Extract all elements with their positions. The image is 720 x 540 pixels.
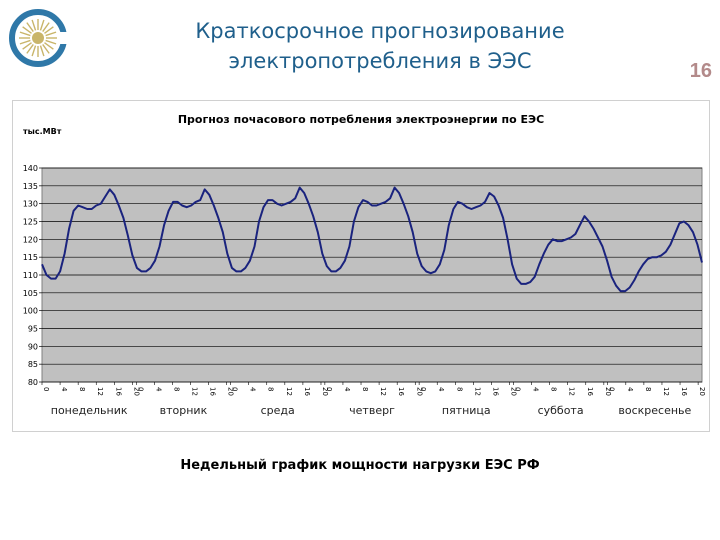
y-tick-label: 140 — [23, 164, 38, 173]
x-tick-label: 20 — [132, 387, 140, 396]
x-tick-label: 8 — [550, 387, 558, 391]
x-tick-label: 20 — [321, 387, 329, 396]
day-label: четверг — [349, 404, 395, 417]
y-tick-label: 120 — [23, 235, 38, 244]
y-axis-unit-label: тыс.МВт — [23, 127, 62, 136]
x-tick-label: 20 — [698, 387, 706, 396]
x-tick-label: 12 — [285, 387, 293, 396]
day-label: понедельник — [51, 404, 128, 417]
day-label: вторник — [160, 404, 208, 417]
y-tick-label: 95 — [28, 325, 38, 334]
x-tick-label: 8 — [361, 387, 369, 391]
x-tick-label: 16 — [680, 387, 688, 396]
y-tick-label: 100 — [23, 307, 38, 316]
y-tick-label: 105 — [23, 289, 38, 298]
x-tick-label: 4 — [532, 387, 540, 392]
slide-title-line-2: электропотребления в ЭЭС — [228, 49, 532, 73]
company-logo-icon — [9, 9, 72, 67]
day-label: пятница — [442, 404, 491, 417]
x-tick-label: 8 — [455, 387, 463, 391]
y-tick-label: 80 — [28, 378, 38, 387]
x-tick-label: 20 — [604, 387, 612, 396]
day-label: воскресенье — [618, 404, 691, 417]
chart-frame: Прогноз почасового потребления электроэн… — [12, 100, 710, 432]
x-tick-label: 12 — [473, 387, 481, 396]
series-line — [41, 186, 703, 293]
page-number: 16 — [689, 60, 712, 82]
y-tick-label: 85 — [28, 360, 38, 369]
slide-title-line-1: Краткосрочное прогнозирование — [195, 19, 565, 43]
x-tick-label: 16 — [114, 387, 122, 396]
x-tick-label: 4 — [154, 387, 162, 392]
y-tick-label: 115 — [23, 253, 38, 262]
x-tick-label: 0 — [608, 387, 616, 391]
x-tick-label: 16 — [303, 387, 311, 396]
chart-title: Прогноз почасового потребления электроэн… — [177, 113, 545, 126]
x-tick-label: 0 — [325, 387, 333, 391]
chart-caption: Недельный график мощности нагрузки ЕЭС Р… — [180, 458, 540, 473]
y-tick-label: 110 — [23, 271, 38, 280]
x-tick-label: 8 — [78, 387, 86, 391]
x-tick-label: 12 — [96, 387, 104, 396]
x-tick-label: 8 — [172, 387, 180, 391]
x-tick-label: 12 — [379, 387, 387, 396]
y-tick-label: 130 — [23, 200, 38, 209]
x-tick-label: 0 — [231, 387, 239, 391]
y-tick-label: 90 — [28, 342, 38, 351]
x-tick-label: 16 — [209, 387, 217, 396]
y-tick-label: 135 — [23, 182, 38, 191]
x-tick-label: 20 — [510, 387, 518, 396]
x-tick-label: 4 — [437, 387, 445, 392]
x-tick-label: 12 — [191, 387, 199, 396]
slide-title: Краткосрочное прогнозирование электропот… — [150, 16, 610, 76]
x-tick-label: 8 — [267, 387, 275, 391]
x-tick-label: 4 — [626, 387, 634, 392]
x-tick-label: 0 — [42, 387, 50, 391]
x-tick-label: 4 — [249, 387, 257, 392]
x-tick-label: 0 — [136, 387, 144, 391]
x-tick-label: 12 — [568, 387, 576, 396]
x-tick-label: 12 — [662, 387, 670, 396]
x-tick-label: 16 — [491, 387, 499, 396]
x-tick-label: 20 — [415, 387, 423, 396]
x-tick-label: 4 — [60, 387, 68, 392]
day-label: среда — [261, 404, 295, 417]
x-tick-label: 8 — [644, 387, 652, 391]
x-tick-label: 16 — [586, 387, 594, 396]
x-tick-label: 4 — [343, 387, 351, 392]
x-tick-label: 16 — [397, 387, 405, 396]
x-tick-label: 0 — [419, 387, 427, 391]
x-tick-label: 20 — [227, 387, 235, 396]
x-tick-label: 0 — [513, 387, 521, 391]
y-tick-label: 125 — [23, 218, 38, 227]
day-label: суббота — [538, 404, 584, 417]
